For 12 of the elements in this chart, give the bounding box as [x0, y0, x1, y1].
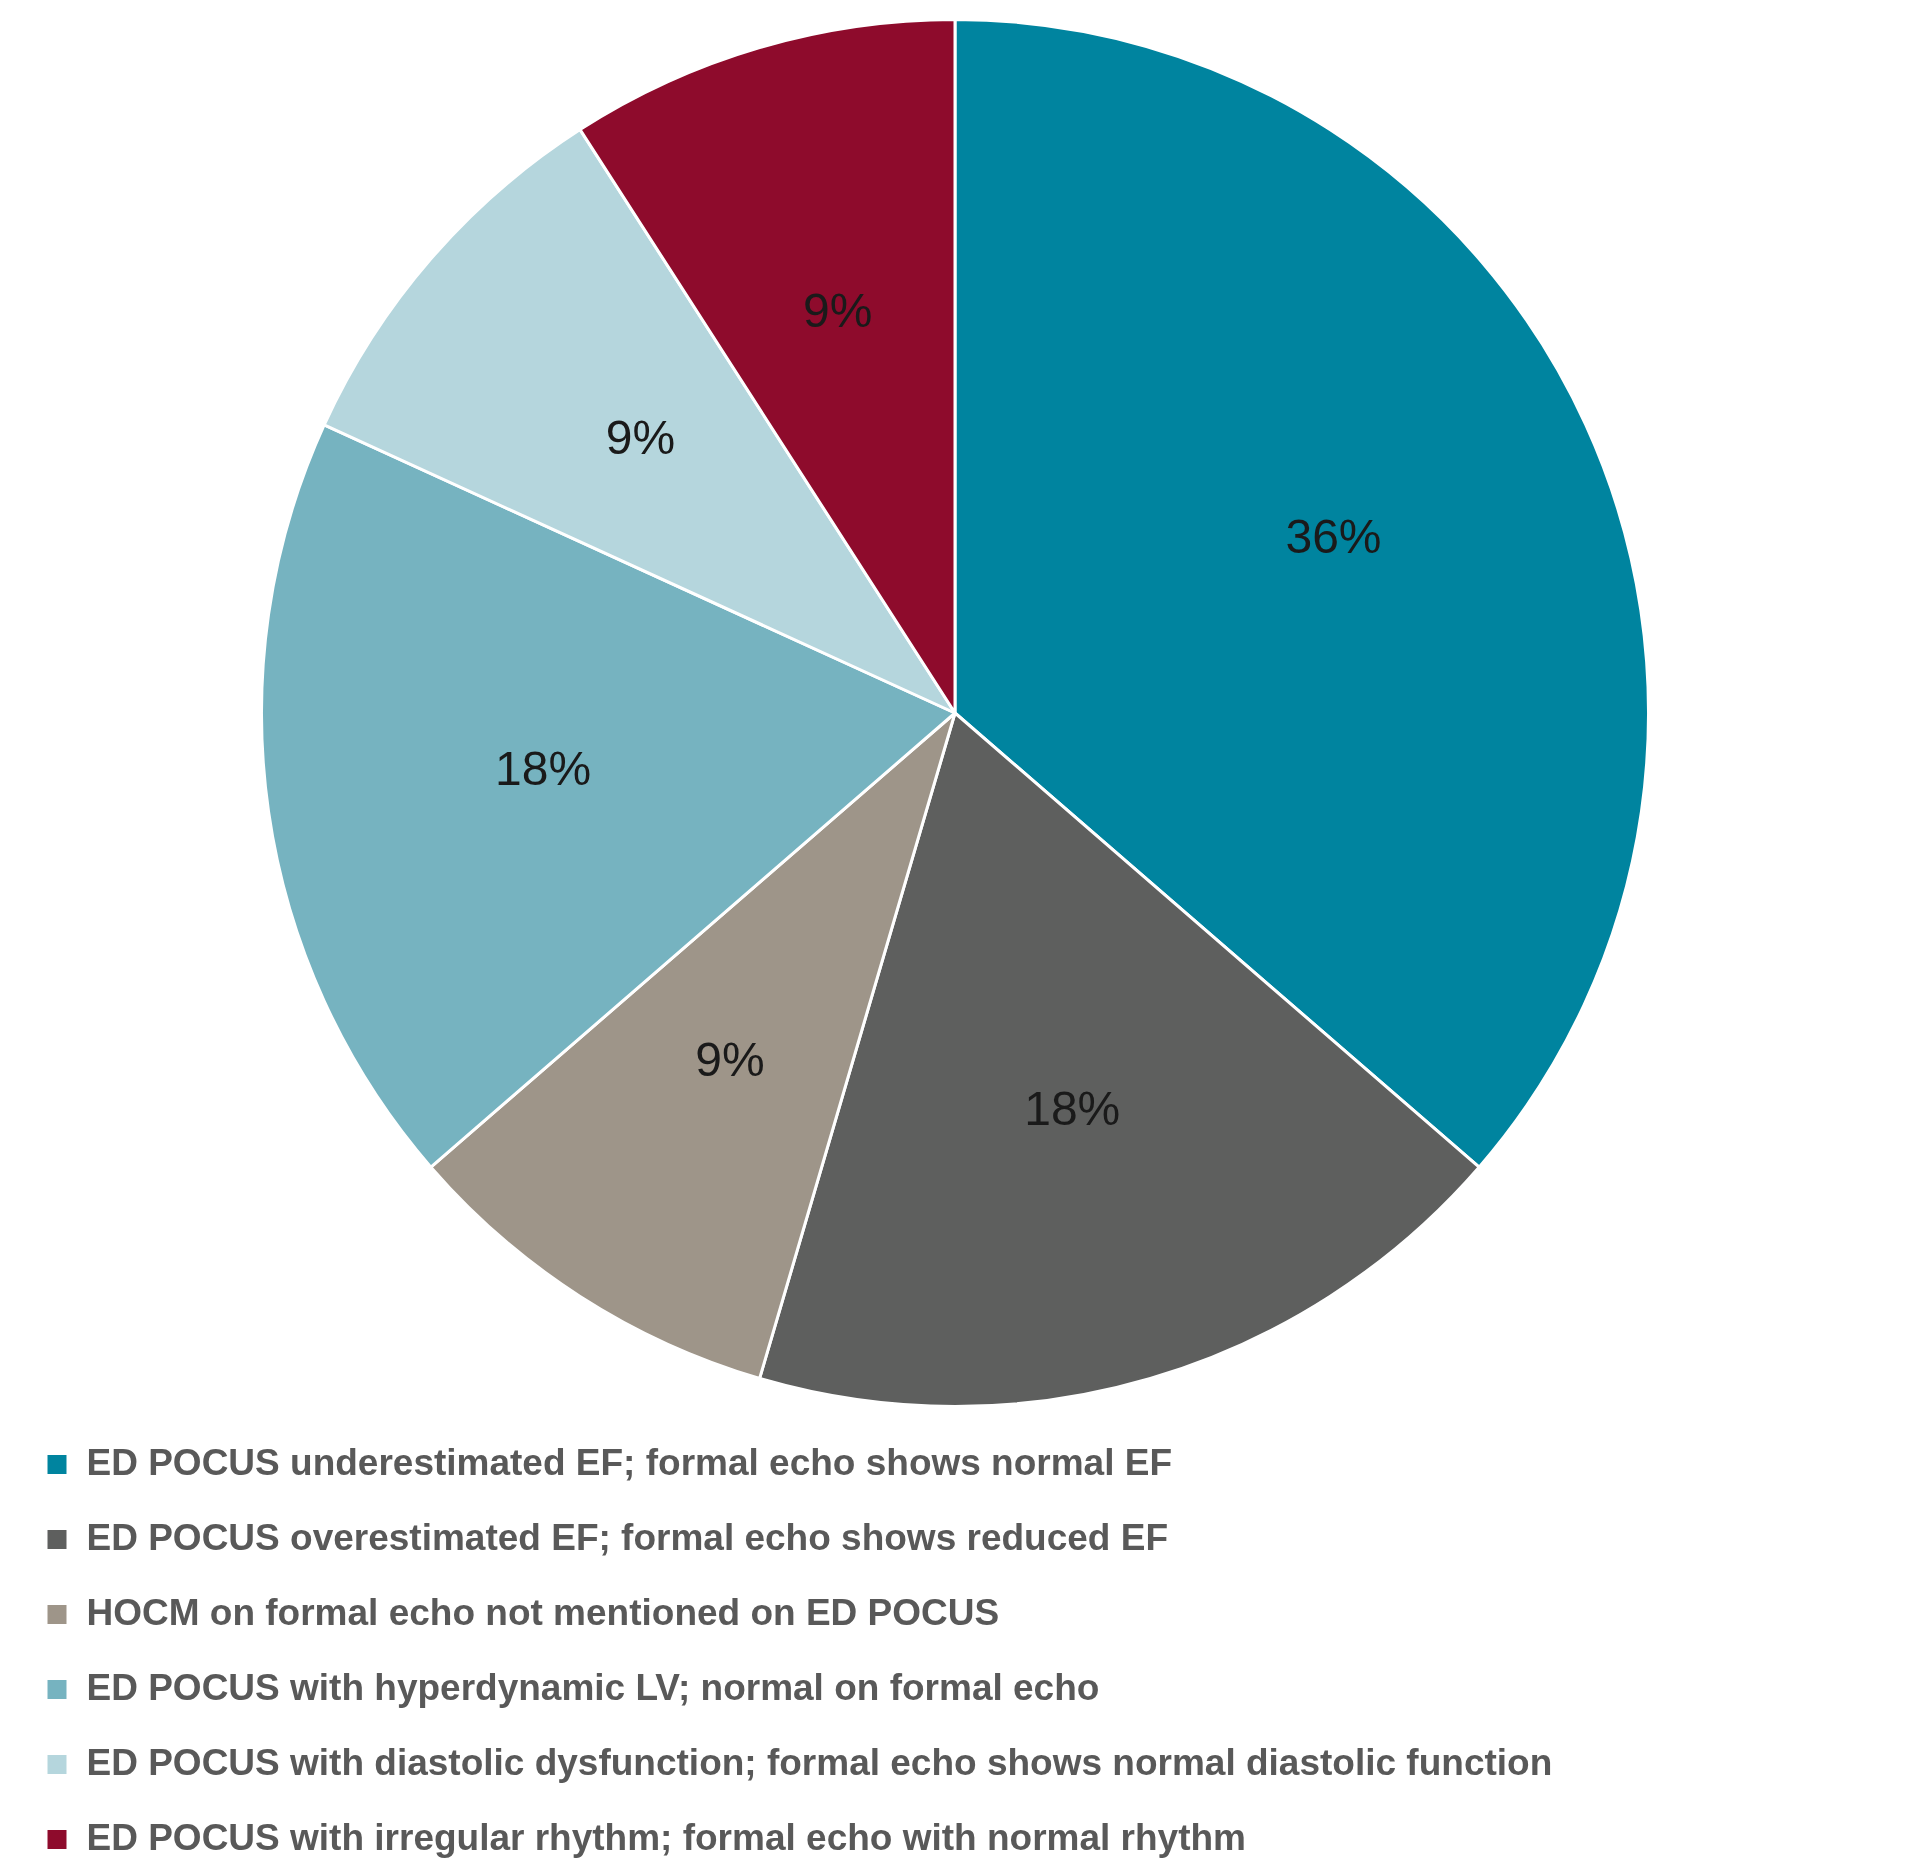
legend-label: ED POCUS with hyperdynamic LV; normal on formal echo [86, 1666, 1100, 1708]
data-label: 9% [803, 283, 873, 337]
data-label: 18% [495, 742, 592, 796]
data-label: 36% [1285, 510, 1382, 564]
legend-label: ED POCUS underestimated EF; formal echo shows normal EF [86, 1441, 1173, 1483]
data-label: 9% [605, 410, 676, 464]
legend-label: ED POCUS overestimated EF; formal echo shows reduced EF [86, 1516, 1168, 1558]
data-label: 18% [1024, 1082, 1121, 1136]
data-label: 9% [695, 1033, 765, 1087]
legend-label: ED POCUS with irregular rhythm; formal echo with normal rhythm [86, 1816, 1246, 1858]
legend-label: ED POCUS with diastolic dysfunction; formal echo shows normal diastolic function [86, 1741, 1553, 1783]
legend-label: HOCM on formal echo not mentioned on ED POCUS [86, 1591, 1000, 1633]
